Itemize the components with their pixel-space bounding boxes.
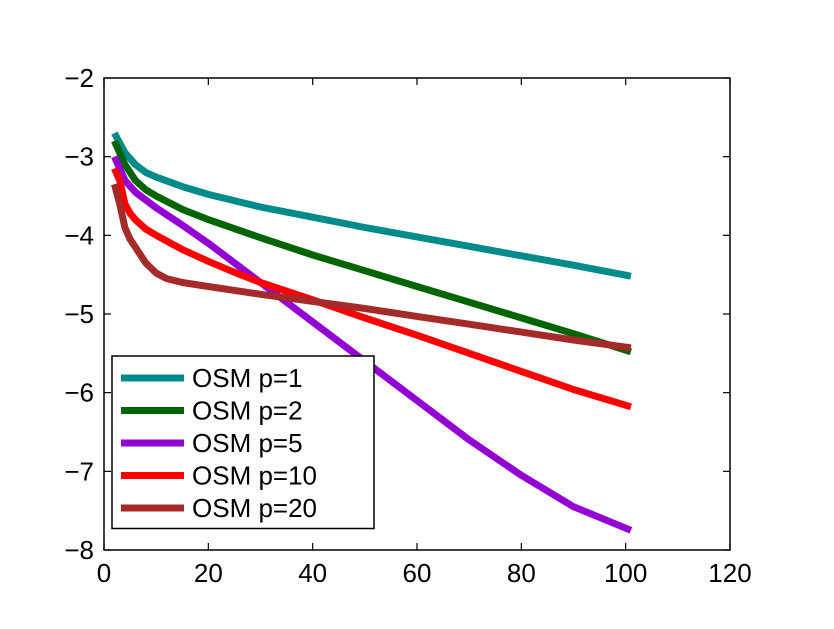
- series-layer: [111, 131, 633, 534]
- x-tick-label: 60: [403, 558, 432, 588]
- x-tick-label: 40: [298, 558, 327, 588]
- legend-label: OSM p=5: [192, 428, 303, 458]
- series-line-1: [111, 131, 632, 280]
- x-tick-label: 80: [507, 558, 536, 588]
- legend-label: OSM p=1: [192, 363, 303, 393]
- y-tick-label: −3: [64, 142, 94, 172]
- x-tick-label: 100: [604, 558, 647, 588]
- y-tick-label: −7: [64, 456, 94, 486]
- y-tick-label: −4: [64, 220, 94, 250]
- axis-ticks: 0 20 40 60 80 100 120 −8 −7 −6 −5 −4 −3 −2: [64, 63, 751, 588]
- x-tick-label: 20: [194, 558, 223, 588]
- series-line-5: [111, 183, 632, 352]
- y-tick-label: −2: [64, 63, 94, 93]
- legend-label: OSM p=2: [192, 396, 303, 426]
- y-tick-label: −6: [64, 378, 94, 408]
- legend-label: OSM p=10: [192, 461, 317, 491]
- y-tick-label: −5: [64, 299, 94, 329]
- series-line-4: [111, 167, 632, 411]
- y-tick-label: −8: [64, 535, 94, 565]
- legend-label: OSM p=20: [192, 493, 317, 523]
- series-line-2: [111, 139, 632, 356]
- x-tick-label: 0: [97, 558, 111, 588]
- x-tick-label: 120: [708, 558, 751, 588]
